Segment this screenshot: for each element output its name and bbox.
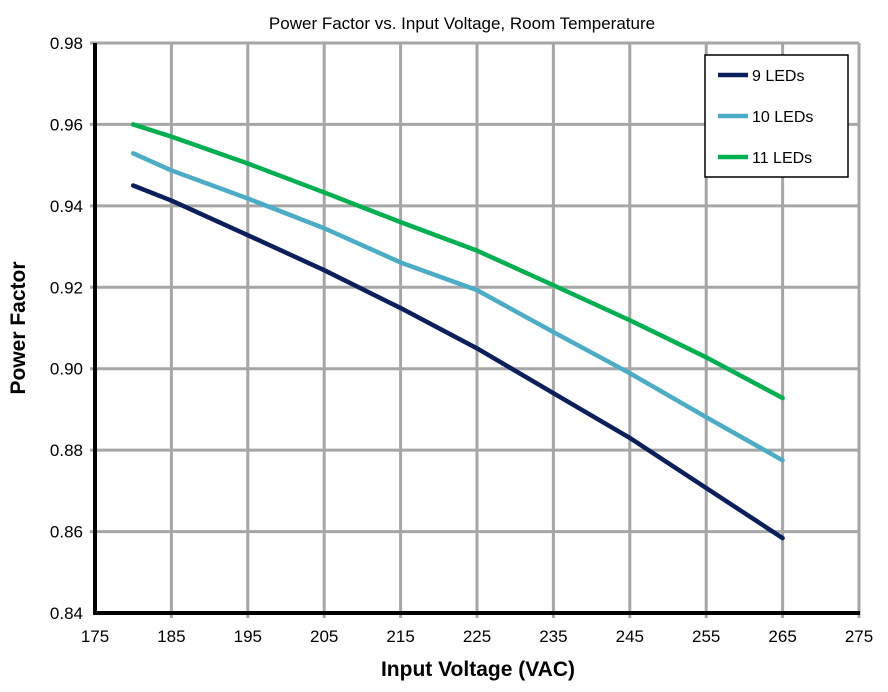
y-tick-label: 0.92 <box>50 278 83 297</box>
x-tick-label: 185 <box>157 627 185 646</box>
legend-label: 9 LEDs <box>752 68 804 85</box>
series-line-1 <box>130 183 785 541</box>
y-tick-label: 0.84 <box>50 604 83 623</box>
x-tick-label: 205 <box>310 627 338 646</box>
y-tick-label: 0.96 <box>50 115 83 134</box>
x-tick-label: 255 <box>692 627 720 646</box>
x-tick-label: 245 <box>616 627 644 646</box>
y-tick-label: 0.98 <box>50 34 83 53</box>
legend-label: 11 LEDs <box>752 150 812 167</box>
x-tick-label: 235 <box>539 627 567 646</box>
chart-title: Power Factor vs. Input Voltage, Room Tem… <box>269 14 655 33</box>
x-tick-label: 225 <box>463 627 491 646</box>
x-axis-label: Input Voltage (VAC) <box>381 658 575 681</box>
y-tick-label: 0.86 <box>50 523 83 542</box>
x-tick-label: 195 <box>234 627 262 646</box>
x-tick-label: 215 <box>386 627 414 646</box>
y-tick-label: 0.94 <box>50 197 83 216</box>
x-tick-label: 175 <box>81 627 109 646</box>
y-tick-label: 0.90 <box>50 360 83 379</box>
legend: 9 LEDs 10 LEDs 11 LEDs <box>704 54 849 178</box>
x-tick-label: 265 <box>768 627 796 646</box>
series-line-3 <box>130 122 785 401</box>
series-lines <box>130 122 785 541</box>
legend-label: 10 LEDs <box>752 109 813 126</box>
tick-labels: 175 185 195 205 215 225 235 245 255 265 275 0.84 0.8… <box>50 34 873 646</box>
series-line-2 <box>130 151 785 463</box>
y-axis-label: Power Factor <box>7 261 30 394</box>
y-tick-label: 0.88 <box>50 441 83 460</box>
x-tick-label: 275 <box>845 627 873 646</box>
